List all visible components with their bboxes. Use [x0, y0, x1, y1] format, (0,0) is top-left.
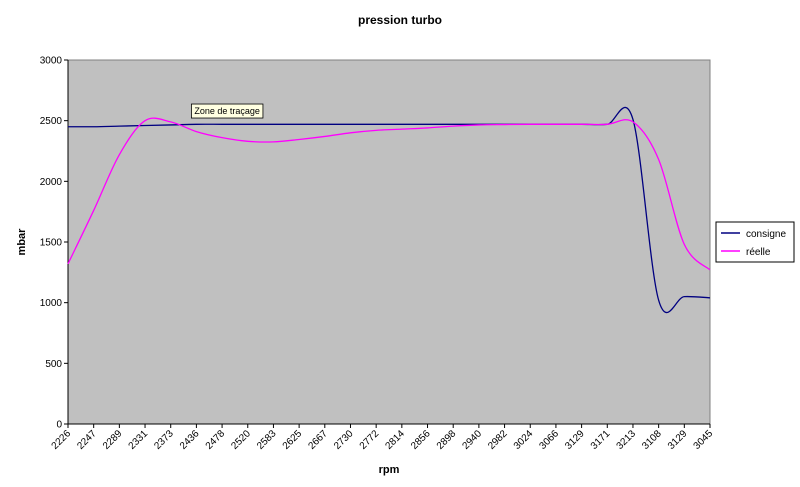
plot-area-tooltip: Zone de traçage: [190, 103, 264, 119]
series-lines: [67, 106, 711, 314]
y-tick-label: 1500: [40, 238, 63, 249]
x-tick-label: 2940: [460, 428, 484, 452]
legend-label-consigne: consigne: [746, 229, 786, 240]
chart-title: pression turbo: [358, 13, 442, 27]
x-tick-label: 2667: [306, 428, 330, 452]
x-tick-label: 3045: [692, 428, 716, 452]
x-tick-label: 3213: [615, 428, 639, 452]
x-tick-label: 2856: [409, 428, 433, 452]
y-tick-label: 500: [45, 359, 62, 370]
legend-box: [715, 221, 795, 263]
plot-area: [67, 59, 711, 425]
x-tick-label: 2583: [255, 428, 279, 452]
x-tick-label: 2982: [486, 428, 510, 452]
x-tick-label: 2772: [358, 428, 382, 452]
x-tick-label: 2289: [101, 428, 125, 452]
x-tick-label: 2730: [332, 428, 356, 452]
x-tick-label: 3129: [666, 428, 690, 452]
x-tick-label: 2331: [127, 428, 151, 452]
y-tick-label: 3000: [40, 56, 63, 67]
x-tick-label: 2625: [281, 428, 305, 452]
legend: consigne réelle: [715, 221, 795, 263]
series-line-consigne: [67, 106, 711, 314]
x-axis-title: rpm: [379, 464, 400, 476]
x-tick-label: 2898: [435, 428, 459, 452]
tooltip-box: [190, 103, 264, 119]
x-tick-label: 3171: [589, 428, 613, 452]
x-tick-label: 2814: [383, 428, 407, 452]
x-tick-label: 3108: [640, 428, 664, 452]
x-tick-label: 2373: [152, 428, 176, 452]
x-tick-label: 2226: [50, 428, 74, 452]
x-tick-label: 2520: [229, 428, 253, 452]
legend-label-reelle: réelle: [746, 247, 771, 258]
x-axis: 2226 2247 2289 2331 2373 2436 2478 2520 2583 2625…: [50, 423, 716, 452]
series-line-reelle: [67, 117, 711, 271]
x-tick-label: 3129: [563, 428, 587, 452]
tooltip-text: Zone de traçage: [194, 106, 260, 116]
x-tick-label: 2247: [75, 428, 99, 452]
y-tick-label: 0: [56, 420, 62, 431]
x-tick-label: 2436: [178, 428, 202, 452]
y-tick-label: 2500: [40, 116, 63, 127]
x-tick-label: 3024: [512, 428, 536, 452]
y-tick-label: 2000: [40, 177, 63, 188]
x-tick-label: 3066: [538, 428, 562, 452]
x-tick-label: 2478: [204, 428, 228, 452]
y-axis-title: mbar: [16, 228, 28, 256]
y-tick-label: 1000: [40, 298, 63, 309]
y-axis: 0 500 1000 1500 2000 2500 3000: [40, 56, 69, 431]
